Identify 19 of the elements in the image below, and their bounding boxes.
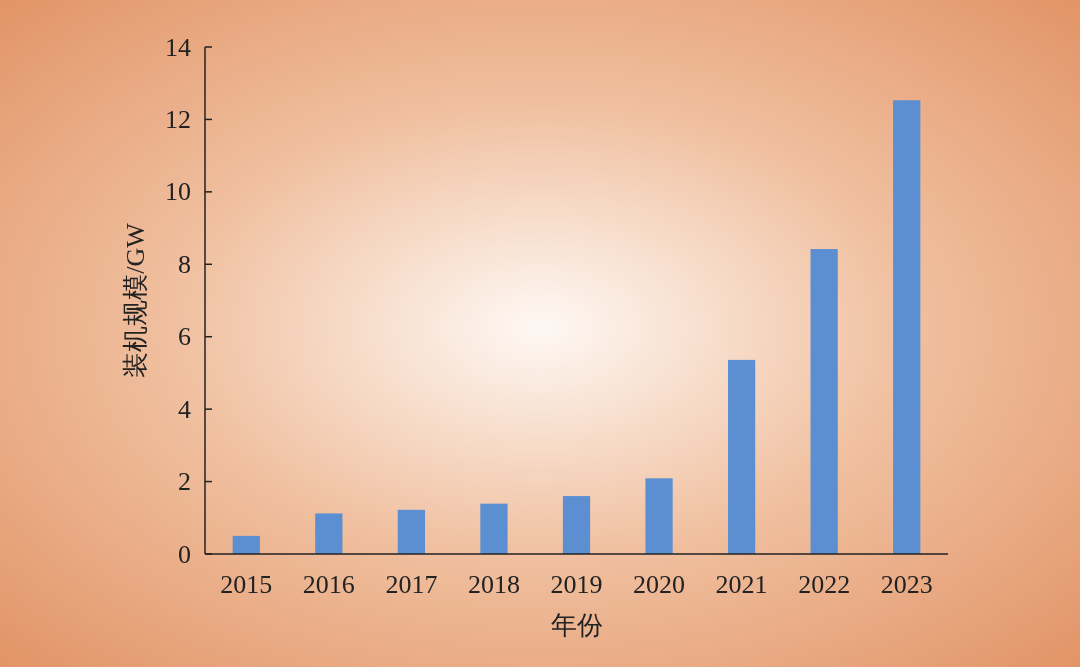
x-tick-label: 2021 [715, 569, 768, 599]
x-tick-label: 2019 [550, 569, 603, 599]
y-tick-label: 6 [178, 322, 191, 352]
x-tick-label: 2020 [633, 569, 686, 599]
x-tick-label: 2016 [302, 569, 355, 599]
y-tick-label: 4 [178, 394, 191, 424]
y-tick-label: 2 [178, 467, 191, 497]
y-tick-label: 12 [165, 104, 191, 134]
y-axis-title: 装机规模/GW [120, 222, 150, 378]
x-tick-label: 2022 [798, 569, 851, 599]
x-tick-label: 2023 [880, 569, 933, 599]
x-tick-label: 2017 [385, 569, 438, 599]
x-axis-title: 年份 [550, 610, 603, 640]
x-tick-label: 2018 [467, 569, 520, 599]
x-tick-label: 2015 [220, 569, 273, 599]
y-tick-label: 0 [178, 539, 191, 569]
y-tick-label: 8 [178, 249, 191, 279]
y-tick-label: 14 [165, 32, 191, 62]
y-tick-label: 10 [165, 177, 191, 207]
